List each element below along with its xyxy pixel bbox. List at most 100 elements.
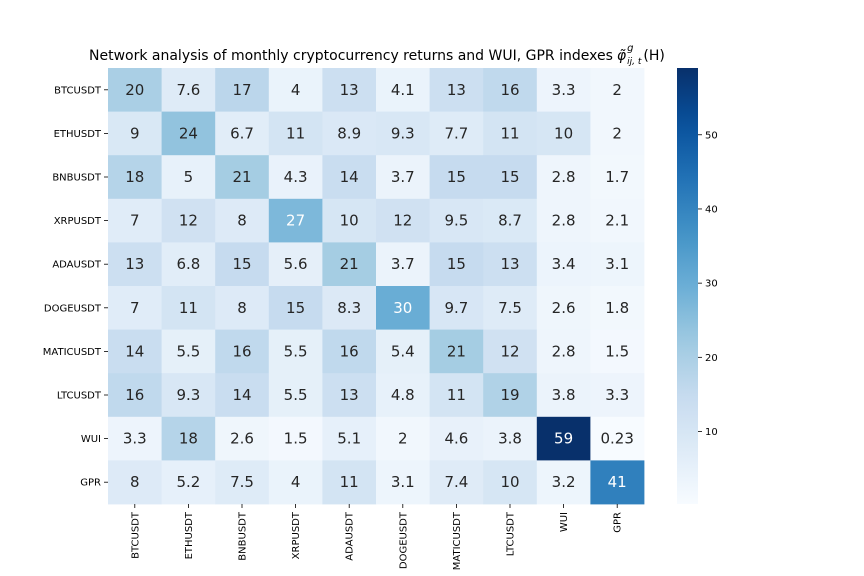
cell-value-label: 5.5 xyxy=(176,342,200,360)
heatmap-cell xyxy=(215,329,270,374)
row-labels: BTCUSDT ETHUSDT BNBUSDT XRPUSDT ADAUSDT DOGEU… xyxy=(43,85,108,489)
cell-value-label: 9.7 xyxy=(444,299,468,317)
heatmap-cell xyxy=(322,242,377,287)
title-symbol-subscript: ij, t xyxy=(627,57,642,67)
heatmap-cell xyxy=(268,329,323,374)
cell-value-label: 7.5 xyxy=(230,473,254,491)
heatmap-cell xyxy=(215,416,270,461)
heatmap-cell xyxy=(108,198,162,243)
heatmap-cell xyxy=(376,198,430,243)
heatmap-cell xyxy=(161,111,216,156)
heatmap-cell xyxy=(215,155,270,200)
row-label: DOGEUSDT xyxy=(44,303,102,314)
cell-value-label: 2.6 xyxy=(552,299,576,317)
column-label: BTCUSDT xyxy=(130,511,141,559)
cell-value-label: 0.23 xyxy=(600,430,633,448)
heatmap-cell xyxy=(108,68,162,112)
cell-value-label: 11 xyxy=(286,124,305,142)
heatmap-cell xyxy=(322,373,377,418)
cell-value-label: 16 xyxy=(125,386,144,404)
heatmap-cell xyxy=(268,198,323,243)
column-label: ADAUSDT xyxy=(345,511,356,561)
heatmap-cell xyxy=(483,416,538,461)
cell-value-label: 15 xyxy=(500,168,519,186)
cell-value-label: 3.7 xyxy=(391,168,415,186)
cell-value-label: 2 xyxy=(612,81,622,99)
cell-value-label: 2 xyxy=(398,430,408,448)
heatmap-cell xyxy=(429,155,484,200)
cell-value-label: 13 xyxy=(500,255,519,273)
heatmap-cell xyxy=(590,68,645,112)
cell-value-label: 7.7 xyxy=(444,124,468,142)
heatmap-cell xyxy=(429,111,484,156)
row-label: BTCUSDT xyxy=(54,85,102,96)
heatmap-cell xyxy=(215,460,270,505)
cell-value-label: 16 xyxy=(500,81,519,99)
heatmap-cell xyxy=(161,329,216,374)
cell-value-label: 10 xyxy=(500,473,519,491)
cell-value-label: 1.5 xyxy=(284,430,308,448)
cell-value-label: 24 xyxy=(179,124,198,142)
heatmap-cell xyxy=(268,242,323,287)
cell-value-label: 12 xyxy=(500,342,519,360)
heatmap-cell xyxy=(536,68,591,112)
colorbar-tick-label: 10 xyxy=(705,427,718,438)
heatmap-cell xyxy=(322,68,377,112)
heatmap-cell xyxy=(536,416,591,461)
cell-value-label: 3.3 xyxy=(605,386,629,404)
cell-value-label: 2 xyxy=(612,124,622,142)
chart-title-text: Network analysis of monthly cryptocurren… xyxy=(89,48,613,64)
cell-value-label: 18 xyxy=(179,430,198,448)
colorbar-tick-label: 20 xyxy=(705,353,718,364)
heatmap-cell xyxy=(429,286,484,330)
chart-title: Network analysis of monthly cryptocurren… xyxy=(89,43,665,67)
cell-value-label: 3.8 xyxy=(498,430,522,448)
cell-value-label: 1.7 xyxy=(605,168,629,186)
cell-value-label: 12 xyxy=(393,212,412,230)
heatmap-cell xyxy=(590,329,645,374)
column-label: MATICUSDT xyxy=(452,511,463,570)
heatmap-cell xyxy=(536,111,591,156)
row-label: BNBUSDT xyxy=(52,173,102,184)
heatmap-cell xyxy=(376,242,430,287)
cell-value-label: 13 xyxy=(340,81,359,99)
column-label: LTCUSDT xyxy=(506,511,517,556)
title-symbol-superscript: g xyxy=(627,43,633,54)
cell-value-label: 2.8 xyxy=(552,168,576,186)
cell-value-label: 3.7 xyxy=(391,255,415,273)
cell-value-label: 15 xyxy=(232,255,251,273)
row-label: LTCUSDT xyxy=(57,391,102,402)
heatmap-cell xyxy=(429,373,484,418)
heatmap-cell xyxy=(268,373,323,418)
heatmap-cell xyxy=(483,460,538,505)
heatmap-cell xyxy=(429,242,484,287)
heatmap-cell xyxy=(322,416,377,461)
cell-value-label: 14 xyxy=(125,342,144,360)
cell-value-label: 7.5 xyxy=(498,299,522,317)
cell-value-label: 4.8 xyxy=(391,386,415,404)
cell-value-label: 19 xyxy=(500,386,519,404)
heatmap-cell xyxy=(536,155,591,200)
heatmap-cell xyxy=(429,460,484,505)
heatmap-cell xyxy=(108,460,162,505)
heatmap-cell xyxy=(429,416,484,461)
heatmap-cell xyxy=(161,68,216,112)
row-label: GPR xyxy=(80,478,101,489)
cell-value-label: 11 xyxy=(179,299,198,317)
cell-value-label: 20 xyxy=(125,81,144,99)
cell-value-label: 8.3 xyxy=(337,299,361,317)
cell-value-label: 5.1 xyxy=(337,430,361,448)
cell-value-label: 9.3 xyxy=(176,386,200,404)
heatmap-cell xyxy=(590,111,645,156)
cell-value-label: 5.4 xyxy=(391,342,415,360)
heatmap-cell xyxy=(483,286,538,330)
row-label: XRPUSDT xyxy=(54,216,102,227)
column-label: XRPUSDT xyxy=(291,511,302,559)
heatmap-cell xyxy=(590,460,645,505)
heatmap-cell xyxy=(161,460,216,505)
cell-value-label: 5 xyxy=(184,168,194,186)
cell-value-label: 2.6 xyxy=(230,430,254,448)
heatmap-cell xyxy=(536,460,591,505)
heatmap-cell xyxy=(215,242,270,287)
cell-value-label: 9.5 xyxy=(444,212,468,230)
